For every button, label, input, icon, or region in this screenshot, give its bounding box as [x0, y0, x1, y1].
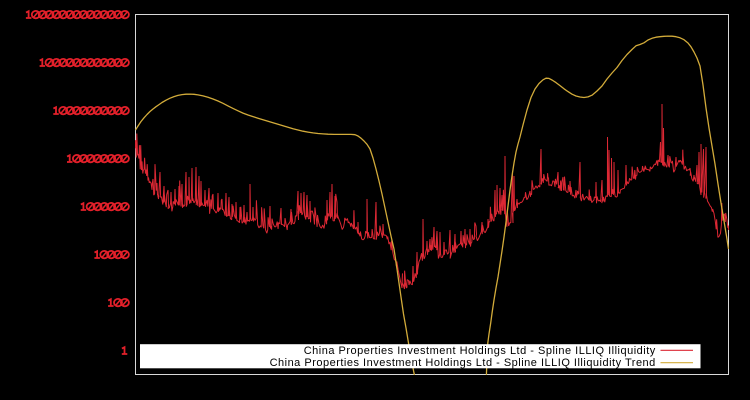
svg-text:China Properties Investment Ho: China Properties Investment Holdings Ltd…	[304, 345, 656, 357]
svg-text:China Properties Investment Ho: China Properties Investment Holdings Ltd…	[270, 357, 656, 369]
